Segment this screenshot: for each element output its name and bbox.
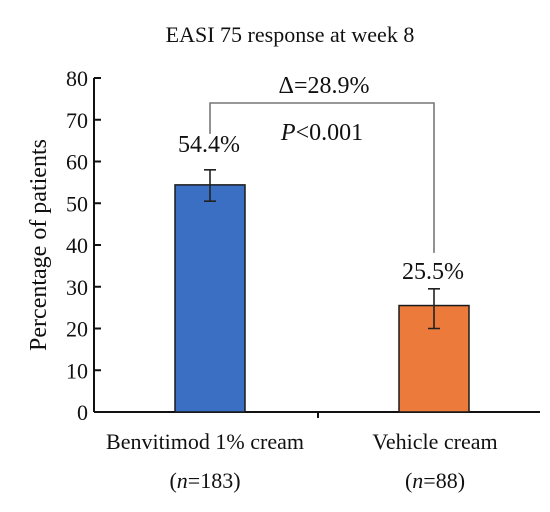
error-bar	[428, 288, 440, 330]
bar-benvitimod	[174, 184, 246, 413]
value-label: 54.4%	[178, 132, 240, 158]
p-value-annotation: P<0.001	[280, 120, 363, 146]
y-tick-label: 0	[77, 400, 88, 425]
y-tick-label: 20	[66, 317, 88, 342]
y-axis-label: Percentage of patients	[26, 139, 52, 351]
value-label: 25.5%	[402, 259, 464, 285]
y-tick-label: 50	[66, 191, 88, 216]
y-ticks: 0 10 20 30 40 50 60 70 80	[66, 66, 101, 425]
chart-title: EASI 75 response at week 8	[166, 22, 415, 47]
bars	[174, 184, 470, 413]
y-tick-label: 40	[66, 233, 88, 258]
value-labels: 54.4% 25.5%	[178, 132, 464, 285]
error-bar	[204, 169, 216, 202]
p-value-symbol: P	[280, 120, 296, 146]
y-tick-label: 70	[66, 108, 88, 133]
significance-bracket	[209, 102, 435, 253]
y-tick-label: 80	[66, 66, 88, 91]
error-bars	[204, 169, 440, 330]
y-tick-label: 60	[66, 150, 88, 175]
p-value-text: <0.001	[296, 120, 364, 146]
category-label-benvitimod: Benvitimod 1% cream	[106, 429, 304, 454]
y-tick-label: 30	[66, 275, 88, 300]
category-n-vehicle: (n=88)	[405, 468, 465, 493]
y-tick-label: 10	[66, 358, 88, 383]
delta-annotation: Δ=28.9%	[279, 73, 370, 99]
category-n-benvitimod: (n=183)	[169, 468, 240, 493]
category-label-vehicle: Vehicle cream	[372, 429, 497, 454]
